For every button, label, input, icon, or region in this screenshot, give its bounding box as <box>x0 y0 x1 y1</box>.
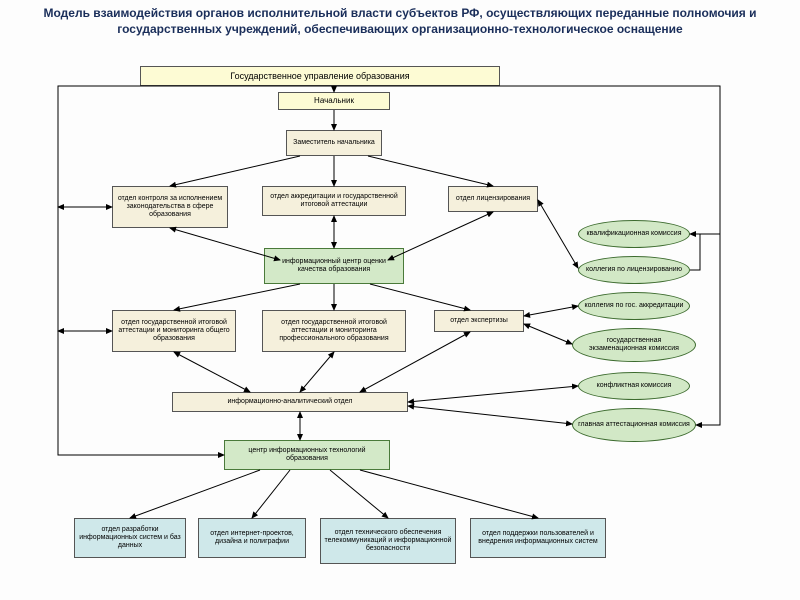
diagram-title: Модель взаимодействия органов исполнител… <box>40 6 760 37</box>
node-info-analytic: информационно-аналитический отдел <box>172 392 408 412</box>
node-dept-general: отдел государственной итоговой аттестаци… <box>112 310 236 352</box>
ellipse-conflict: конфликтная комиссия <box>578 372 690 400</box>
node-info-center: информационный центр оценки качества обр… <box>264 248 404 284</box>
node-dept-support: отдел поддержки пользователей и внедрени… <box>470 518 606 558</box>
node-deputy: Заместитель начальника <box>286 130 382 156</box>
ellipse-license-col: коллегия по лицензированию <box>578 256 690 284</box>
node-dept-dev: отдел разработки информационных систем и… <box>74 518 186 558</box>
node-chief: Начальник <box>278 92 390 110</box>
node-gov-mgmt: Государственное управление образования <box>140 66 500 86</box>
ellipse-qual-comm: квалификационная комиссия <box>578 220 690 248</box>
node-dept-tech: отдел технического обеспечения телекомму… <box>320 518 456 564</box>
node-dept-internet: отдел интернет-проектов, дизайна и полиг… <box>198 518 306 558</box>
ellipse-accred-col: коллегия по гос. аккредитации <box>578 292 690 320</box>
node-dept-accred: отдел аккредитации и государственной ито… <box>262 186 406 216</box>
node-dept-license: отдел лицензирования <box>448 186 538 212</box>
ellipse-exam-comm: государственная экзаменационная комиссия <box>572 328 696 362</box>
node-dept-expert: отдел экспертизы <box>434 310 524 332</box>
node-dept-prof: отдел государственной итоговой аттестаци… <box>262 310 406 352</box>
node-it-center: центр информационных технологий образова… <box>224 440 390 470</box>
ellipse-attest-comm: главная аттестационная комиссия <box>572 408 696 442</box>
node-dept-control: отдел контроля за исполнением законодате… <box>112 186 228 228</box>
